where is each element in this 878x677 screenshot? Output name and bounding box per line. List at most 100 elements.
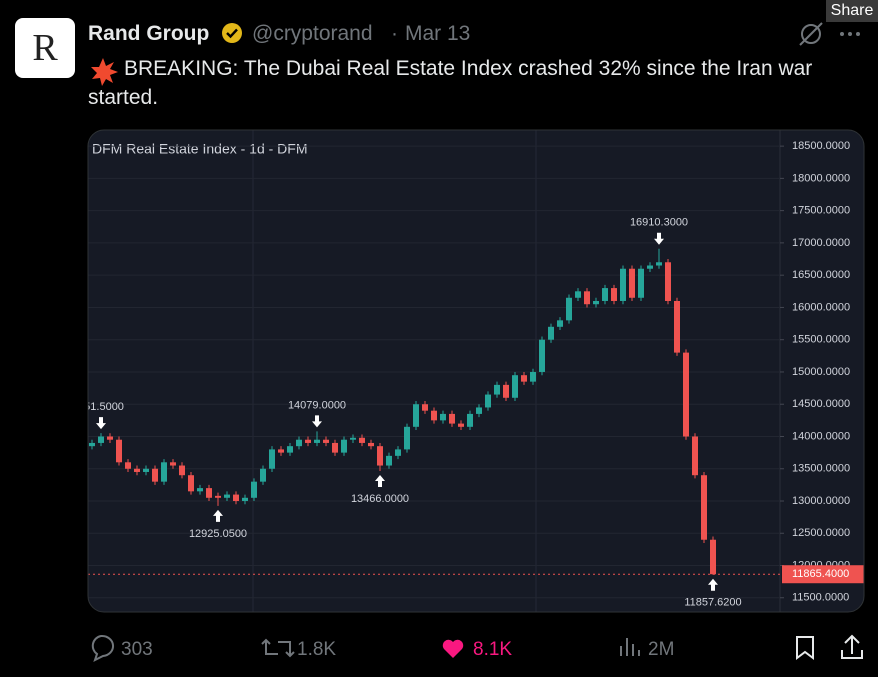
candle-body xyxy=(89,442,95,447)
candle-body xyxy=(215,495,221,498)
candle-body xyxy=(251,481,257,498)
candle-body xyxy=(620,268,626,301)
author-name[interactable]: Rand Group xyxy=(88,22,209,45)
candle-body xyxy=(539,339,545,372)
candle-body xyxy=(422,404,428,411)
candle-body xyxy=(575,291,581,298)
annotation-label: 11857.6200 xyxy=(684,597,741,609)
candle-body xyxy=(377,446,383,466)
candle-body xyxy=(701,475,707,540)
repost-count: 1.8K xyxy=(297,639,336,660)
more-icon[interactable] xyxy=(840,32,860,36)
candle-body xyxy=(593,300,599,305)
reply-count: 303 xyxy=(121,639,153,660)
candle-body xyxy=(224,494,230,498)
avatar[interactable] xyxy=(15,18,75,78)
candle-body xyxy=(611,288,617,301)
candle-body xyxy=(512,375,518,398)
y-tick-label: 13500.0000 xyxy=(792,463,850,475)
candle-body xyxy=(170,462,176,466)
y-tick-label: 18000.0000 xyxy=(792,172,850,184)
y-tick-label: 17500.0000 xyxy=(792,205,850,217)
candle-body xyxy=(323,439,329,443)
candle-body xyxy=(305,439,311,443)
annotation-arrow xyxy=(213,509,223,522)
candle-body xyxy=(521,375,527,382)
candle-body xyxy=(314,439,320,443)
reply-icon[interactable] xyxy=(91,634,115,662)
candle-body xyxy=(242,497,248,502)
tweet-text: started. xyxy=(88,86,158,109)
candle-body xyxy=(557,320,563,327)
repost-icon[interactable] xyxy=(261,638,295,658)
verified-badge xyxy=(222,23,242,43)
y-tick-label: 13000.0000 xyxy=(792,495,850,507)
candle-body xyxy=(143,468,149,472)
views-icon[interactable] xyxy=(620,638,640,656)
y-tick-label: 11500.0000 xyxy=(792,592,849,604)
separator: · xyxy=(391,22,398,45)
annotation-arrow xyxy=(375,474,385,487)
annotation-label: 14079.0000 xyxy=(288,399,346,411)
y-tick-label: 18500.0000 xyxy=(792,140,850,152)
candle-body xyxy=(548,326,554,340)
y-tick-label: 12500.0000 xyxy=(792,527,850,539)
share-icon[interactable] xyxy=(841,634,863,659)
explosion-emoji xyxy=(91,58,118,86)
candle-body xyxy=(269,449,275,469)
candle-body xyxy=(494,384,500,395)
candle-body xyxy=(665,262,671,301)
candle-body xyxy=(530,371,536,382)
y-tick-label: 16500.0000 xyxy=(792,269,850,281)
candle-body xyxy=(260,468,266,482)
chart-image[interactable]: DFM Real Estate Index - 1d - DFM 11500.0… xyxy=(78,129,865,613)
date[interactable]: Mar 13 xyxy=(405,22,470,45)
grok-icon[interactable] xyxy=(799,22,823,46)
share-label: Share xyxy=(831,2,874,19)
y-tick-label: 17000.0000 xyxy=(792,237,850,249)
candle-body xyxy=(206,488,212,498)
candle-body xyxy=(566,297,572,321)
chart-title: DFM Real Estate Index - 1d - DFM xyxy=(92,141,308,157)
y-tick-label: 15500.0000 xyxy=(792,334,850,346)
candle-body xyxy=(476,407,482,414)
candle-body xyxy=(332,442,338,453)
annotation-label: 16910.3000 xyxy=(630,217,688,229)
annotation-label: 13466.0000 xyxy=(351,493,409,505)
y-tick-label: 16000.0000 xyxy=(792,301,850,313)
y-tick-label: 15000.0000 xyxy=(792,366,850,378)
bookmark-icon[interactable] xyxy=(796,636,814,660)
like-icon[interactable] xyxy=(442,639,464,658)
chart-border xyxy=(87,129,865,613)
candle-body xyxy=(656,262,662,266)
candle-body xyxy=(404,426,410,450)
view-count: 2M xyxy=(648,639,674,660)
candle-body xyxy=(584,291,590,305)
candle-body xyxy=(395,449,401,456)
candle-body xyxy=(485,394,491,408)
last-price-box xyxy=(782,565,864,584)
candle-body xyxy=(386,455,392,466)
candle-body xyxy=(431,410,437,421)
y-tick-label: 14000.0000 xyxy=(792,430,850,442)
candle-body xyxy=(161,462,167,482)
candle-body xyxy=(107,436,113,440)
annotation-arrow xyxy=(654,232,664,245)
candle-body xyxy=(629,268,635,298)
candle-body xyxy=(341,439,347,453)
avatar-letter: R xyxy=(32,27,58,69)
candle-body xyxy=(296,439,302,447)
candle-body xyxy=(197,488,203,492)
candle-body xyxy=(503,384,509,398)
candle-body xyxy=(368,442,374,447)
annotation-label: 12925.0500 xyxy=(189,528,247,540)
handle[interactable]: @cryptorand xyxy=(252,22,373,45)
annotation-label: 051.5000 xyxy=(78,401,124,413)
candle-body xyxy=(602,288,608,301)
candle-body xyxy=(458,423,464,427)
candle-body xyxy=(674,300,680,353)
candle-body xyxy=(116,439,122,463)
candle-body xyxy=(152,468,158,482)
